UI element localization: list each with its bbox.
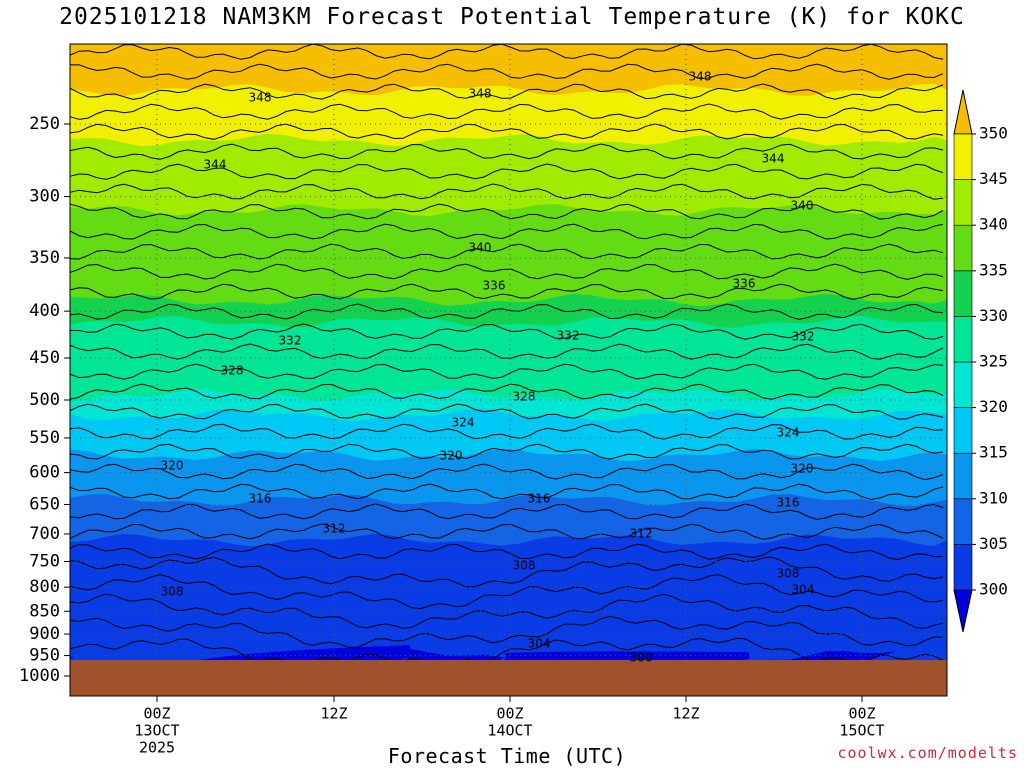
- contour-label: 324: [452, 416, 475, 430]
- contour-label: 344: [762, 152, 785, 166]
- colorbar-max-arrow: [953, 89, 973, 135]
- x-tick-label: 15OCT: [839, 722, 884, 740]
- y-tick-label: 400: [29, 301, 60, 321]
- y-tick-label: 350: [29, 248, 60, 268]
- colorbar-label: 345: [979, 169, 1008, 188]
- y-tick-label: 750: [29, 551, 60, 571]
- y-tick-label: 550: [29, 428, 60, 448]
- contour-label: 312: [323, 522, 346, 536]
- y-tick-label: 950: [29, 646, 60, 666]
- grid-lines: [70, 44, 947, 696]
- x-tick-label: 00Z: [143, 705, 170, 723]
- y-tick-label: 650: [29, 494, 60, 514]
- colorbar-segment: [953, 316, 973, 363]
- contour-label: 308: [161, 585, 184, 599]
- y-tick-label: 500: [29, 390, 60, 410]
- colorbar-label: 335: [979, 260, 1008, 279]
- contour-label: 336: [733, 277, 756, 291]
- colorbar-min-arrow: [953, 589, 973, 633]
- contour-label: 320: [161, 459, 184, 473]
- y-tick-label: 700: [29, 524, 60, 544]
- y-tick-label: 300: [29, 187, 60, 207]
- colorbar-label: 320: [979, 397, 1008, 416]
- colorbar-segment: [953, 133, 973, 180]
- chart-title: 2025101218 NAM3KM Forecast Potential Tem…: [59, 4, 965, 30]
- contour-label: 320: [791, 462, 814, 476]
- contour-label: 316: [777, 496, 800, 510]
- colorbar-segment: [953, 544, 973, 591]
- isentrope-contours: [69, 43, 944, 667]
- contour-label: 348: [469, 87, 492, 101]
- y-tick-label: 600: [29, 463, 60, 483]
- contour-label: 316: [528, 492, 551, 506]
- y-tick-label: 450: [29, 348, 60, 368]
- contour-label: 304: [792, 583, 815, 597]
- ground-surface: [70, 660, 947, 696]
- colorbar-label: 340: [979, 215, 1008, 234]
- colorbar-segment: [953, 452, 973, 500]
- contour-label: 332: [792, 330, 815, 344]
- x-tick-label: 14OCT: [487, 722, 532, 740]
- contour-labels: 348 348 348 344 344 340 340 336 336 332 332 332 328 3…: [161, 70, 815, 665]
- contour-label: 304: [528, 637, 551, 651]
- colorbar-label: 315: [979, 443, 1008, 462]
- contour-label: 332: [279, 334, 302, 348]
- x-tick-label: 12Z: [672, 705, 699, 723]
- contour-label: 328: [513, 390, 536, 404]
- credit-link[interactable]: coolwx.com/modelts: [837, 744, 1018, 762]
- contour-label: 320: [440, 449, 463, 463]
- contour-label: 328: [221, 364, 244, 378]
- colorbar-segment: [953, 224, 973, 272]
- x-tick-label: 00Z: [496, 705, 523, 723]
- contour-label: 336: [483, 279, 506, 293]
- colorbar-segment: [953, 361, 973, 408]
- x-tick-label: 00Z: [848, 705, 875, 723]
- contour-label: 316: [249, 492, 272, 506]
- contour-label: 348: [689, 70, 712, 84]
- colorbar-label: 300: [979, 580, 1008, 599]
- y-tick-label: 1000: [19, 666, 60, 686]
- colorbar-label: 310: [979, 488, 1008, 507]
- colorbar: 300 305 310 315 320 325 330 335 340 345 350: [953, 89, 1008, 633]
- contour-label: 312: [630, 527, 653, 541]
- y-tick-label: 900: [29, 624, 60, 644]
- colorbar-segment: [953, 179, 973, 226]
- contour-label: 340: [791, 199, 814, 213]
- y-tick-label: 800: [29, 577, 60, 597]
- contour-label: 300: [630, 651, 653, 665]
- colorbar-segment: [953, 270, 973, 317]
- x-tick-label: 2025: [139, 739, 175, 757]
- colorbar-label: 325: [979, 352, 1008, 371]
- colorbar-segment: [953, 407, 973, 454]
- temperature-bands: [70, 44, 947, 696]
- y-tick-label: 850: [29, 601, 60, 621]
- y-tick-label: 250: [29, 114, 60, 134]
- contour-label: 324: [777, 426, 800, 440]
- contour-label: 340: [469, 241, 492, 255]
- contour-label: 348: [249, 91, 272, 105]
- x-axis-title: Forecast Time (UTC): [387, 744, 627, 768]
- x-tick-label: 12Z: [320, 705, 347, 723]
- contour-label: 308: [513, 559, 536, 573]
- contour-label: 332: [557, 329, 580, 343]
- y-axis: 250 300 350 400 450 500 550 600 650 700 750 800 850 9…: [19, 114, 70, 686]
- contour-label: 308: [777, 567, 800, 581]
- colorbar-label: 350: [979, 124, 1008, 143]
- plot-frame: [69, 43, 948, 697]
- contour-label: 344: [204, 158, 227, 172]
- colorbar-segment: [953, 498, 973, 545]
- x-tick-label: 13OCT: [134, 722, 179, 740]
- colorbar-label: 330: [979, 306, 1008, 325]
- colorbar-label: 305: [979, 534, 1008, 553]
